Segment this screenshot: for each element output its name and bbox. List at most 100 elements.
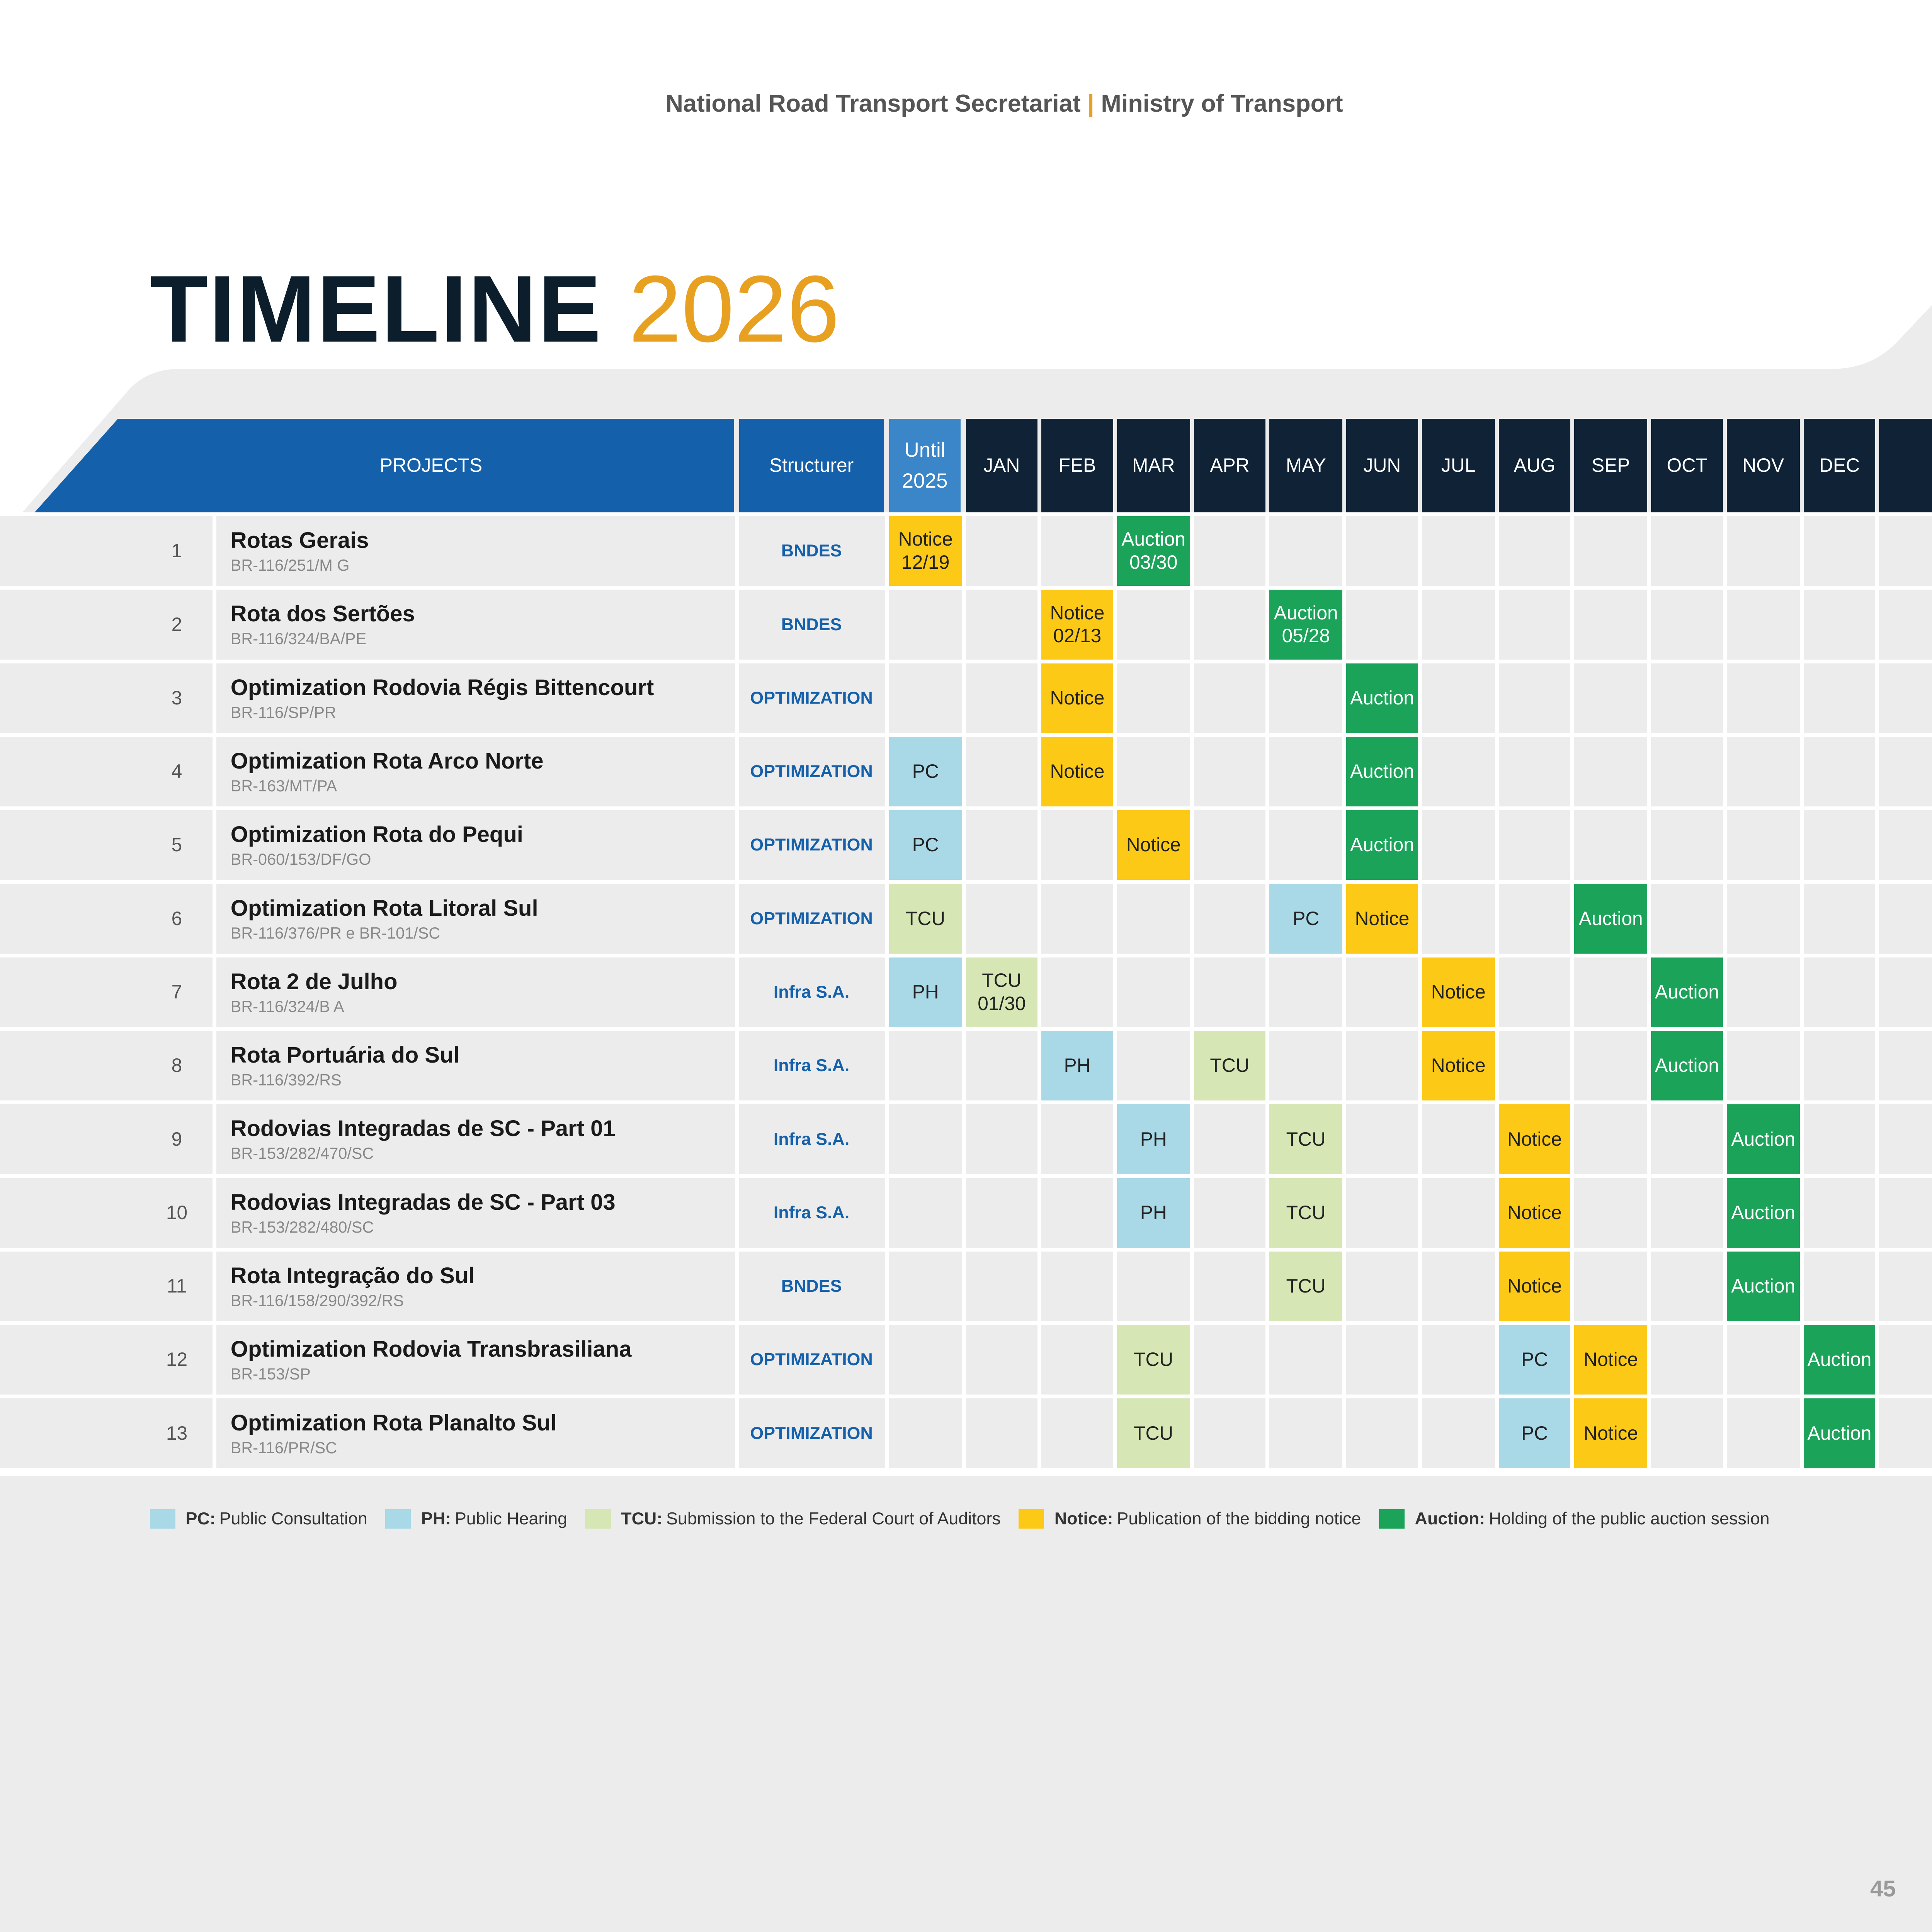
event-label: Notice	[1507, 1275, 1562, 1297]
table-cell-bg	[1194, 1251, 1266, 1321]
table-cell-bg	[1574, 736, 1648, 807]
table-cell-bg	[0, 590, 213, 660]
event-ph: PH	[889, 957, 962, 1027]
row-number: 8	[171, 1054, 182, 1077]
event-notice: Notice	[1041, 736, 1113, 807]
legend-item-tcu: TCU: Submission to the Federal Court of A…	[585, 1509, 1001, 1529]
event-label: Notice	[1431, 1054, 1486, 1077]
table-cell-bg	[1651, 736, 1723, 807]
table-cell-bg	[1803, 516, 1876, 586]
header-projects: PROJECTS	[379, 454, 483, 476]
event-tcu: TCU	[889, 884, 962, 954]
event-label: PH	[912, 981, 939, 1003]
table-cell-bg	[216, 516, 735, 586]
table-cell-bg	[1879, 810, 1932, 880]
table-cell-bg	[1879, 1031, 1932, 1101]
table-cell-bg	[1422, 736, 1495, 807]
event-auction: Auction	[1803, 1398, 1876, 1468]
table-cell-bg	[966, 1031, 1038, 1101]
event-label: Auction	[1578, 907, 1643, 929]
event-ph: PH	[1117, 1104, 1190, 1174]
event-label: TCU	[1286, 1201, 1326, 1223]
project-code: BR-153/SP	[230, 1365, 311, 1383]
table-cell-bg	[1574, 957, 1648, 1027]
table-cell-bg	[1041, 1325, 1113, 1395]
table-cell-bg	[1574, 516, 1648, 586]
event-label: Auction	[1807, 1349, 1872, 1371]
event-label: Auction	[1350, 834, 1414, 856]
event-label: Notice	[1050, 602, 1105, 624]
project-code: BR-116/158/290/392/RS	[230, 1291, 404, 1310]
event-label: PC	[912, 834, 939, 856]
table-cell-bg	[1879, 736, 1932, 807]
project-code: BR-116/PR/SC	[230, 1438, 337, 1457]
event-label: Notice	[1431, 981, 1486, 1003]
until-line1: Until	[904, 439, 946, 462]
table-cell-bg	[0, 1251, 213, 1321]
table-cell-bg	[739, 884, 885, 954]
event-label: Notice	[898, 528, 953, 550]
event-label: PC	[1521, 1349, 1548, 1371]
legend-text: Submission to the Federal Court of Audit…	[666, 1509, 1001, 1529]
legend-key: PC:	[185, 1509, 216, 1529]
event-date: 03/30	[1129, 551, 1178, 573]
table-cell-bg	[1651, 1104, 1723, 1174]
structurer: BNDES	[781, 1276, 842, 1296]
row-number: 13	[166, 1422, 188, 1444]
project-name-cell: Optimization Rota Planalto Sul BR-116/PR/…	[216, 1398, 734, 1468]
table-cell-bg	[1498, 957, 1571, 1027]
legend-swatch	[585, 1509, 611, 1529]
event-label: Notice	[1507, 1128, 1562, 1150]
table-cell-bg	[1117, 1031, 1190, 1101]
table-cell-bg	[1041, 957, 1113, 1027]
table-cell-bg	[1498, 884, 1571, 954]
table-cell-bg	[1879, 590, 1932, 660]
legend-swatch	[1019, 1509, 1044, 1529]
table-cell-bg	[1879, 516, 1932, 586]
row-number: 6	[171, 907, 182, 929]
event-ph: PH	[1117, 1178, 1190, 1248]
table-cell-bg	[1117, 736, 1190, 807]
page-title: TIMELINE 2026	[150, 251, 840, 366]
header-month-apr: APR	[1194, 419, 1266, 513]
table-cell-bg	[1041, 516, 1113, 586]
project-code: BR-116/SP/PR	[230, 703, 336, 721]
table-cell-bg	[1574, 1178, 1648, 1248]
event-auction: Auction	[1574, 884, 1648, 954]
table-cell-bg	[889, 1104, 962, 1174]
event-notice: Notice 12/19	[889, 516, 962, 586]
org-secretariat: National Road Transport Secretariat	[665, 90, 1081, 117]
table-cell-bg	[1346, 1251, 1418, 1321]
table-cell-bg	[1803, 1251, 1876, 1321]
event-label: PC	[1293, 907, 1320, 929]
event-auction: Auction	[1726, 1104, 1800, 1174]
project-name-cell: Optimization Rodovia Transbrasiliana BR-1…	[216, 1325, 734, 1395]
table-cell-bg	[1726, 590, 1800, 660]
event-label: Notice	[1050, 687, 1105, 709]
table-cell-bg	[1117, 957, 1190, 1027]
table-cell-bg	[966, 516, 1038, 586]
event-label: TCU	[1210, 1054, 1250, 1077]
table-cell-bg	[216, 736, 735, 807]
event-label: TCU	[1286, 1128, 1326, 1150]
project-name: Optimization Rota Planalto Sul	[230, 1410, 557, 1435]
event-auction: Auction	[1803, 1325, 1876, 1395]
table-cell-bg	[1194, 1178, 1266, 1248]
header-month-mar: MAR	[1117, 419, 1190, 513]
event-pc: PC	[1269, 884, 1343, 954]
table-cell-bg	[966, 1325, 1038, 1395]
row-number: 7	[171, 981, 182, 1003]
table-cell-bg	[1726, 736, 1800, 807]
table-cell-bg	[216, 663, 735, 733]
table-cell-bg	[1269, 736, 1343, 807]
table-cell-bg	[1194, 884, 1266, 954]
event-label: Notice	[1583, 1349, 1638, 1371]
table-cell-bg	[1041, 1178, 1113, 1248]
row-number: 2	[171, 613, 182, 635]
table-cell-bg	[739, 957, 885, 1027]
table-cell-bg	[889, 1251, 962, 1321]
project-code: BR-116/376/PR e BR-101/SC	[230, 923, 440, 942]
table-cell-bg	[1803, 884, 1876, 954]
project-code: BR-116/392/RS	[230, 1071, 342, 1089]
project-name-cell: Optimization Rota Arco Norte BR-163/MT/PA	[216, 737, 734, 806]
